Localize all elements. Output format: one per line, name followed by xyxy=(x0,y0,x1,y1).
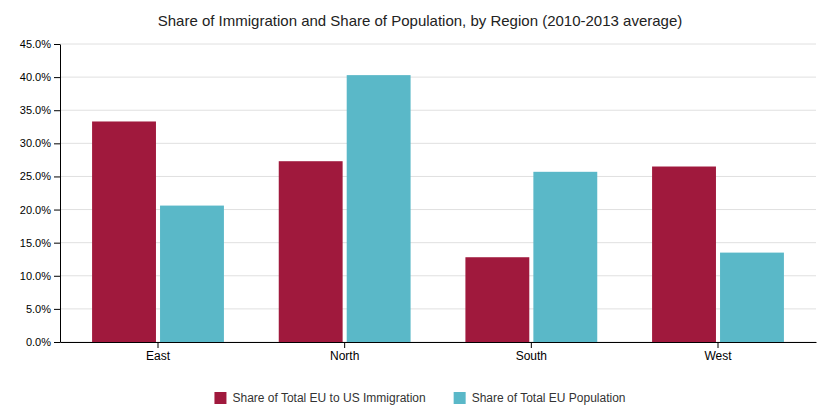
legend-item: Share of Total EU to US Immigration xyxy=(214,391,425,405)
title: Share of Immigration and Share of Popula… xyxy=(158,12,683,29)
tick-mark xyxy=(531,342,532,348)
tick-label: 30.0% xyxy=(20,137,51,149)
legend-swatch xyxy=(454,392,466,404)
plot: 0.0% 5.0% 10.0% 15.0% 20.0% 25.0% 30.0% 35.0% 40… xyxy=(20,38,817,363)
legend-label: Share of Total EU to US Immigration xyxy=(232,391,425,405)
tick: 20.0% xyxy=(20,204,60,216)
tick: 45.0% xyxy=(20,38,60,50)
x-axis: East North South West xyxy=(61,342,817,363)
tick-label: 15.0% xyxy=(20,237,51,249)
legend-label: Share of Total EU Population xyxy=(472,391,626,405)
tick-label: North xyxy=(330,349,359,363)
legend-item: Share of Total EU Population xyxy=(454,391,626,405)
tick-mark xyxy=(54,110,60,111)
grid xyxy=(60,44,816,342)
bars xyxy=(92,75,784,342)
tick-mark xyxy=(54,243,60,244)
tick-mark xyxy=(54,176,60,177)
grid-line xyxy=(60,110,816,111)
tick-mark xyxy=(54,44,60,45)
bar xyxy=(347,75,411,342)
tick: 5.0% xyxy=(26,303,60,315)
tick: South xyxy=(516,342,547,363)
tick-mark xyxy=(718,342,719,348)
bar xyxy=(92,121,156,342)
tick-mark xyxy=(54,276,60,277)
tick-label: 0.0% xyxy=(26,336,51,348)
tick-mark xyxy=(54,309,60,310)
tick-mark xyxy=(54,342,60,343)
bar xyxy=(279,161,343,342)
tick-label: 25.0% xyxy=(20,170,51,182)
tick: 0.0% xyxy=(26,336,60,348)
grid-line xyxy=(60,44,816,45)
grid-line xyxy=(60,77,816,78)
tick-label: South xyxy=(516,349,547,363)
tick: 25.0% xyxy=(20,170,60,182)
legend-swatch xyxy=(214,392,226,404)
tick: 10.0% xyxy=(20,270,60,282)
tick-label: 5.0% xyxy=(26,303,51,315)
tick-label: 35.0% xyxy=(20,104,51,116)
tick-mark xyxy=(54,77,60,78)
y-axis: 0.0% 5.0% 10.0% 15.0% 20.0% 25.0% 30.0% 35.0% 40… xyxy=(20,38,61,348)
axis-line xyxy=(61,342,817,343)
bar xyxy=(465,257,529,342)
tick-mark xyxy=(54,143,60,144)
tick-mark xyxy=(344,342,345,348)
grid-line xyxy=(60,143,816,144)
tick-mark xyxy=(158,342,159,348)
tick: West xyxy=(704,342,732,363)
legend: Share of Total EU to US Immigration Share… xyxy=(214,391,625,405)
axis-line xyxy=(60,45,61,343)
bar xyxy=(160,206,224,342)
tick: North xyxy=(330,342,359,363)
tick: East xyxy=(146,342,171,363)
tick: 40.0% xyxy=(20,71,60,83)
tick-label: West xyxy=(704,349,732,363)
tick: 35.0% xyxy=(20,104,60,116)
tick-label: 40.0% xyxy=(20,71,51,83)
tick: 30.0% xyxy=(20,137,60,149)
bar-series xyxy=(160,75,784,342)
tick-label: 10.0% xyxy=(20,270,51,282)
tick-label: East xyxy=(146,349,171,363)
chart: 0.0% 5.0% 10.0% 15.0% 20.0% 25.0% 30.0% 35.0% 40… xyxy=(0,0,840,420)
tick-mark xyxy=(54,210,60,211)
bar xyxy=(720,253,784,342)
tick: 15.0% xyxy=(20,237,60,249)
tick-label: 20.0% xyxy=(20,204,51,216)
tick-label: 45.0% xyxy=(20,38,51,50)
bar xyxy=(533,172,597,342)
bar xyxy=(652,167,716,342)
